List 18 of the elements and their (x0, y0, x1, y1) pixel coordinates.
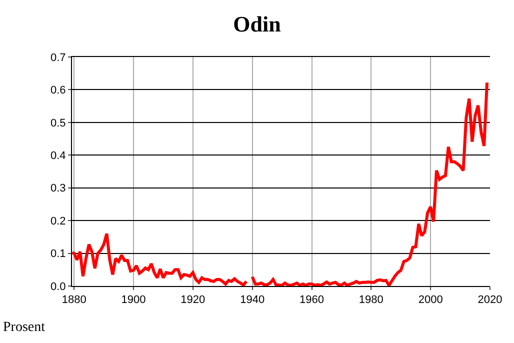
x-tick-label: 1980 (358, 294, 384, 306)
y-tick-label: 0.5 (50, 117, 66, 130)
x-tick-label: 2000 (418, 294, 443, 306)
y-tick-label: 0.7 (50, 52, 66, 64)
x-tick-label: 1900 (121, 294, 146, 306)
x-tick-label: 2020 (478, 294, 502, 306)
y-axis-title: Prosent (3, 320, 46, 335)
x-tick-label: 1940 (240, 294, 265, 306)
y-tick-label: 0.3 (50, 182, 66, 195)
y-tick-label: 0.0 (50, 280, 66, 293)
y-tick-label: 0.4 (50, 150, 66, 162)
y-tick-label: 0.6 (50, 84, 66, 97)
x-tick-label: 1920 (180, 294, 206, 306)
y-tick-label: 0.2 (50, 215, 66, 228)
x-tick-label: 1960 (300, 294, 324, 306)
x-tick-label: 1880 (62, 294, 86, 306)
chart-title: Odin (233, 12, 281, 37)
y-tick-label: 0.1 (50, 248, 66, 260)
